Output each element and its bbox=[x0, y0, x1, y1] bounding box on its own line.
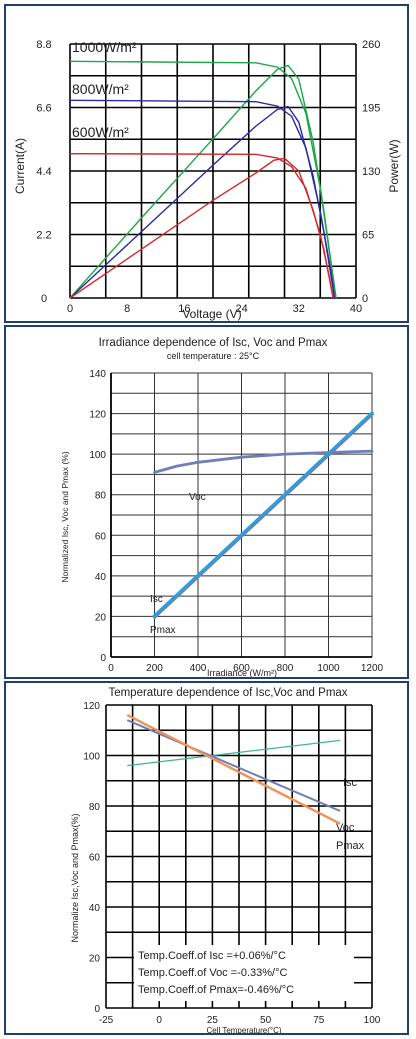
y-tick-label: 20 bbox=[89, 954, 101, 965]
y2-tick-label: 260 bbox=[362, 39, 380, 51]
annotation-800: 800W/m² bbox=[72, 81, 129, 97]
annotation-1000: 1000W/m² bbox=[72, 39, 137, 55]
y-tick-label: 40 bbox=[89, 903, 101, 914]
irradiance-chart: Irradiance dependence of Isc, Voc and Pm… bbox=[60, 337, 384, 678]
y-tick-label: 20 bbox=[95, 612, 107, 623]
pmax-line bbox=[153, 414, 373, 620]
isc-line bbox=[127, 739, 341, 767]
x-tick-label: 400 bbox=[190, 663, 207, 674]
y-tick-label: 80 bbox=[89, 802, 101, 813]
temperature-chart: Temperature dependence of Isc,Voc and Pm… bbox=[70, 687, 381, 1035]
annotation-voc: Voc bbox=[189, 492, 206, 503]
x-tick-label: 0 bbox=[156, 1015, 162, 1026]
iv-curve-panel: 0 8 16 24 32 40 0 2.2 4.4 6.6 8.8 0 65 130 195 260 1000… bbox=[4, 4, 409, 323]
x-tick-label: 200 bbox=[146, 663, 163, 674]
annotation-isc: Isc bbox=[343, 777, 358, 789]
y-tick-label: 0 bbox=[100, 653, 106, 664]
chart-title: Irradiance dependence of Isc, Voc and Pm… bbox=[99, 337, 328, 349]
y-axis-label: Normalize Isc,Voc and Pmax(%) bbox=[70, 813, 80, 942]
y-axis-label: Normalized Isc, Voc and Pmax (%) bbox=[60, 451, 70, 582]
x-tick-label: 100 bbox=[364, 1015, 381, 1026]
y-axis-label: Current(A) bbox=[13, 138, 27, 194]
coefficient-voc: Temp.Coeff.of Voc =-0.33%/°C bbox=[138, 967, 287, 979]
chart-title: Temperature dependence of Isc,Voc and Pm… bbox=[108, 687, 347, 699]
annotation-pmax: Pmax bbox=[150, 625, 176, 636]
x-tick-label: 16 bbox=[178, 303, 190, 315]
y2-tick-label: 0 bbox=[362, 293, 368, 305]
y-tick-label: 80 bbox=[95, 491, 107, 502]
pmax-line bbox=[126, 714, 341, 825]
voc-line bbox=[126, 719, 341, 812]
y2-tick-label: 130 bbox=[362, 166, 380, 178]
coefficient-pmax: Temp.Coeff.of Pmax=-0.46%/°C bbox=[138, 984, 294, 996]
y-tick-label: 6.6 bbox=[36, 103, 51, 115]
annotation-isc: Isc bbox=[150, 594, 163, 605]
y-tick-label: 0 bbox=[41, 293, 47, 305]
y-tick-label: 0 bbox=[94, 1004, 100, 1015]
y-tick-label: 2.2 bbox=[36, 230, 51, 242]
pv-curve-line bbox=[69, 105, 336, 299]
x-axis-label: Irradiance (W/m²) bbox=[207, 668, 277, 678]
y-tick-label: 140 bbox=[89, 369, 106, 380]
y-tick-label: 120 bbox=[89, 410, 106, 421]
y-tick-label: 8.8 bbox=[36, 39, 51, 51]
temperature-panel: Temperature dependence of Isc,Voc and Pm… bbox=[4, 681, 409, 1035]
pv-curve-line bbox=[69, 64, 337, 299]
x-tick-label: 32 bbox=[293, 303, 305, 315]
x-tick-label: 600 bbox=[233, 663, 250, 674]
x-axis-label: Cell Temperature(°C) bbox=[206, 1026, 281, 1035]
y-tick-label: 60 bbox=[95, 531, 107, 542]
y-tick-label: 100 bbox=[83, 752, 100, 763]
x-axis-label: Voltage (V) bbox=[182, 307, 241, 321]
annotation-voc: Voc bbox=[336, 822, 355, 834]
y-tick-label: 60 bbox=[89, 853, 101, 864]
pv-curve-line bbox=[69, 157, 334, 299]
x-tick-label: 24 bbox=[235, 303, 247, 315]
y-tick-label: 40 bbox=[95, 572, 107, 583]
y-tick-label: 120 bbox=[83, 701, 100, 712]
y2-tick-label: 195 bbox=[362, 103, 380, 115]
x-tick-label: 40 bbox=[350, 303, 362, 315]
x-tick-label: 8 bbox=[124, 303, 130, 315]
x-tick-label: 0 bbox=[67, 303, 73, 315]
coefficient-isc: Temp.Coeff.of Isc =+0.06%/°C bbox=[138, 950, 286, 962]
y-tick-label: 4.4 bbox=[36, 166, 51, 178]
annotation-pmax: Pmax bbox=[336, 840, 365, 852]
x-tick-label: -25 bbox=[99, 1015, 114, 1026]
x-tick-label: 1200 bbox=[361, 663, 384, 674]
y-tick-label: 100 bbox=[89, 450, 106, 461]
irradiance-panel: Irradiance dependence of Isc, Voc and Pm… bbox=[4, 325, 409, 679]
x-tick-label: 75 bbox=[313, 1015, 325, 1026]
x-tick-label: 800 bbox=[277, 663, 294, 674]
y2-tick-label: 65 bbox=[362, 230, 374, 242]
x-tick-label: 0 bbox=[108, 663, 114, 674]
isc-line bbox=[152, 411, 374, 619]
annotation-600: 600W/m² bbox=[72, 124, 129, 140]
y2-axis-label: Power(W) bbox=[387, 139, 401, 192]
x-tick-label: 25 bbox=[207, 1015, 219, 1026]
chart-subtitle: cell temperature : 25°C bbox=[167, 351, 260, 361]
x-tick-label: 1000 bbox=[317, 663, 340, 674]
x-tick-label: 50 bbox=[260, 1015, 272, 1026]
coefficient-box bbox=[134, 945, 354, 1001]
